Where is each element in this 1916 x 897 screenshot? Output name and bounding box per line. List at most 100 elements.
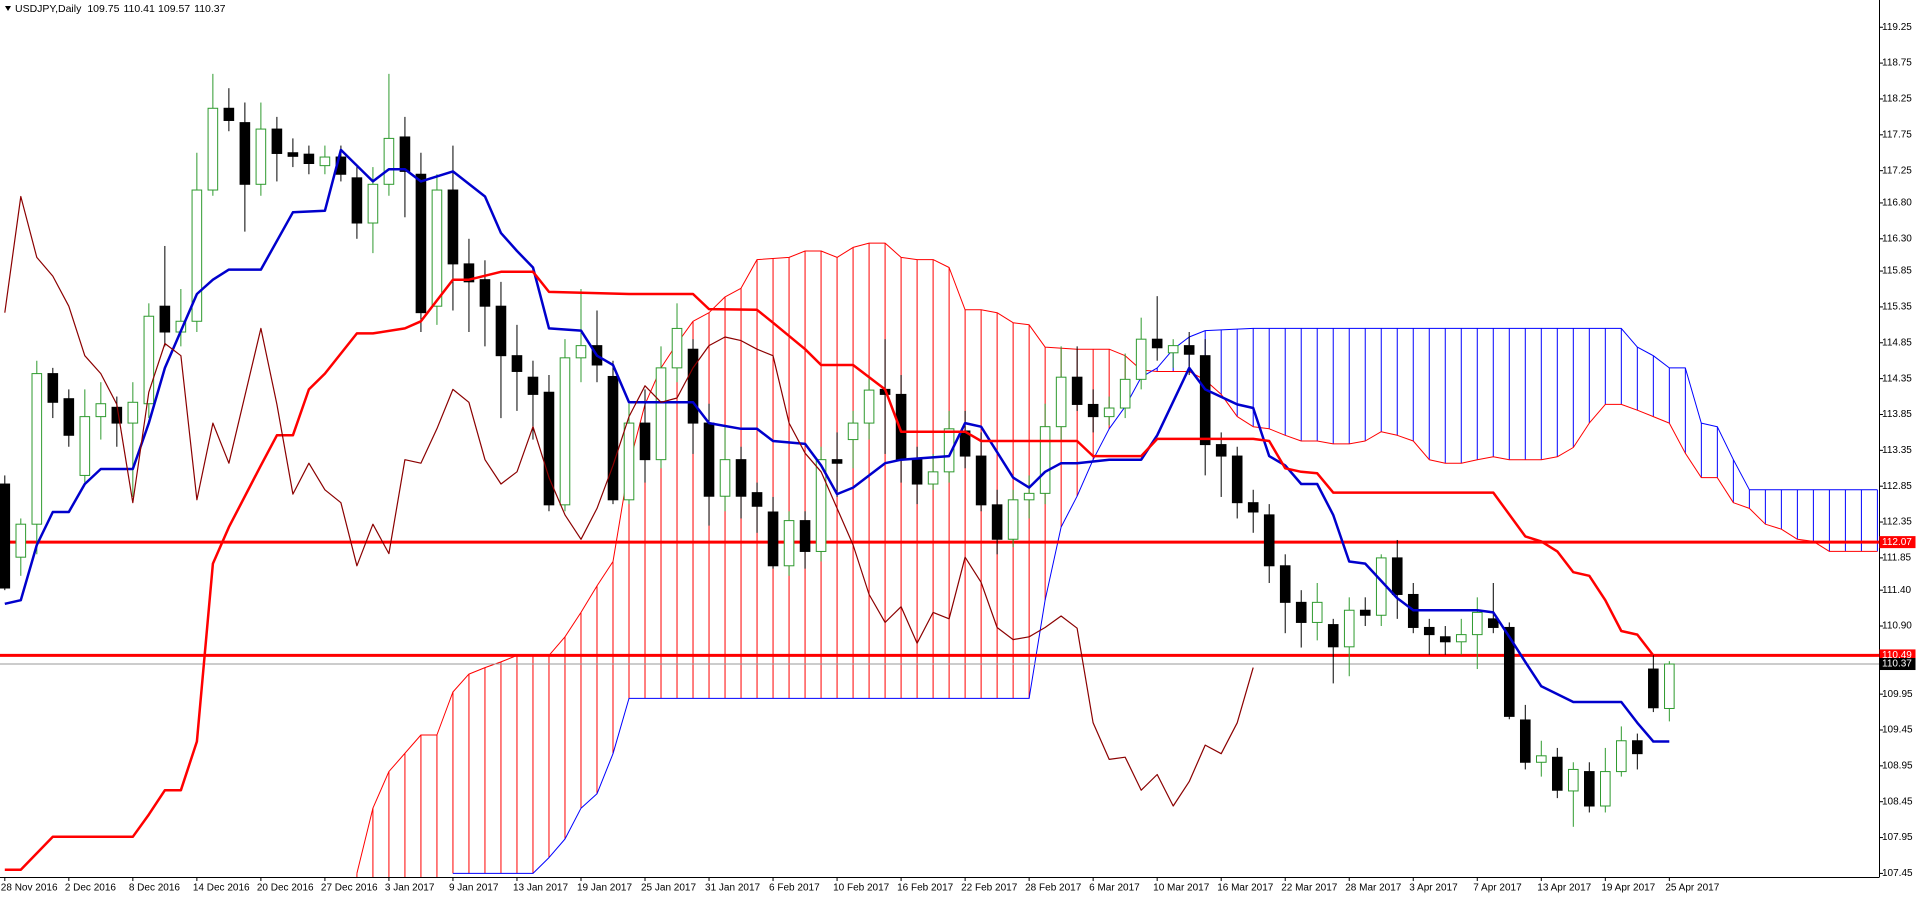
y-tick-label: 119.25 bbox=[1882, 22, 1912, 33]
candle-body bbox=[623, 422, 635, 501]
candle-body bbox=[1471, 611, 1483, 636]
indicator-line bbox=[4, 270, 1655, 872]
candle-body bbox=[191, 189, 203, 322]
x-tick-label: 9 Jan 2017 bbox=[449, 883, 499, 894]
y-tick-label: 109.95 bbox=[1882, 689, 1913, 700]
x-tick-label: 16 Mar 2017 bbox=[1217, 883, 1274, 894]
x-tick-label: 8 Dec 2016 bbox=[129, 883, 181, 894]
y-tick-label: 112.35 bbox=[1882, 517, 1912, 528]
x-tick-label: 22 Mar 2017 bbox=[1281, 883, 1338, 894]
candle-body bbox=[1391, 557, 1403, 595]
candle-body bbox=[991, 504, 1003, 540]
x-tick-label: 19 Apr 2017 bbox=[1601, 883, 1655, 894]
candle-body bbox=[607, 375, 619, 501]
candle-body bbox=[303, 153, 315, 164]
level-label: 110.49 bbox=[1882, 650, 1912, 661]
candle-body bbox=[1199, 355, 1211, 446]
candle-body bbox=[1039, 426, 1051, 494]
y-tick-label: 109.45 bbox=[1882, 725, 1913, 736]
candle-body bbox=[1263, 514, 1275, 567]
candle-body bbox=[1439, 636, 1451, 643]
candle-body bbox=[703, 422, 715, 497]
y-tick-label: 117.25 bbox=[1882, 165, 1912, 176]
candle-body bbox=[1231, 455, 1243, 504]
y-tick-label: 118.25 bbox=[1882, 94, 1912, 105]
x-tick-label: 7 Apr 2017 bbox=[1473, 883, 1522, 894]
candle-body bbox=[111, 406, 123, 424]
y-tick-label: 110.90 bbox=[1882, 621, 1912, 632]
x-tick-label: 22 Feb 2017 bbox=[961, 883, 1018, 894]
candle-body bbox=[1616, 740, 1627, 773]
candle-body bbox=[399, 136, 411, 172]
candle-body bbox=[1600, 771, 1611, 807]
candle-body bbox=[463, 263, 475, 283]
candle-body bbox=[223, 107, 235, 121]
candle-body bbox=[527, 376, 539, 395]
x-tick-label: 28 Nov 2016 bbox=[1, 883, 58, 894]
candle-body bbox=[1215, 444, 1227, 457]
candle-body bbox=[735, 459, 747, 497]
x-tick-label: 6 Mar 2017 bbox=[1089, 883, 1140, 894]
candle-body bbox=[1455, 634, 1467, 643]
candle-body bbox=[1375, 557, 1387, 616]
open-value: 109.75 bbox=[87, 3, 119, 15]
candle-body bbox=[815, 459, 827, 552]
candle-body bbox=[799, 520, 811, 552]
candle-body bbox=[975, 455, 987, 506]
candle-body bbox=[1023, 492, 1035, 501]
candle-body bbox=[1584, 771, 1595, 807]
x-tick-label: 16 Feb 2017 bbox=[897, 883, 954, 894]
candle-body bbox=[1359, 609, 1371, 616]
candle-body bbox=[127, 401, 139, 424]
low-value: 109.57 bbox=[158, 3, 190, 15]
x-tick-label: 28 Mar 2017 bbox=[1345, 883, 1402, 894]
candle-body bbox=[1183, 345, 1195, 355]
candle-body bbox=[351, 177, 363, 224]
candle-body bbox=[1119, 378, 1131, 409]
candle-body bbox=[575, 345, 587, 359]
x-tick-label: 3 Apr 2017 bbox=[1409, 883, 1458, 894]
x-tick-label: 10 Feb 2017 bbox=[833, 883, 890, 894]
x-tick-label: 13 Apr 2017 bbox=[1537, 883, 1591, 894]
candle-body bbox=[543, 391, 555, 506]
candle-body bbox=[511, 355, 523, 372]
menu-triangle bbox=[5, 6, 11, 11]
candle-body bbox=[1167, 345, 1179, 354]
candle-body bbox=[31, 373, 43, 525]
x-tick-label: 2 Dec 2016 bbox=[65, 883, 117, 894]
y-tick-label: 117.75 bbox=[1882, 129, 1912, 140]
candle-body bbox=[1503, 626, 1515, 717]
candle-body bbox=[47, 373, 59, 403]
plot-area bbox=[0, 73, 1879, 877]
candle-body bbox=[383, 137, 395, 185]
y-tick-label: 115.85 bbox=[1882, 266, 1912, 277]
candle-body bbox=[79, 416, 91, 476]
candle-body bbox=[847, 422, 859, 441]
candle-body bbox=[1487, 618, 1499, 628]
chart-header: USDJPY,Daily 109.75 110.41 109.57 110.37 bbox=[15, 3, 226, 15]
x-tick-label: 6 Feb 2017 bbox=[769, 883, 820, 894]
candle-body bbox=[1151, 338, 1163, 349]
candle-body bbox=[863, 389, 875, 424]
x-tick-label: 28 Feb 2017 bbox=[1025, 883, 1082, 894]
candle-body bbox=[239, 122, 251, 185]
x-tick-label: 25 Jan 2017 bbox=[641, 883, 696, 894]
candle-body bbox=[287, 152, 299, 157]
x-tick-label: 25 Apr 2017 bbox=[1665, 883, 1719, 894]
candle-body bbox=[1295, 601, 1307, 623]
y-tick-label: 108.45 bbox=[1882, 796, 1913, 807]
x-tick-label: 10 Mar 2017 bbox=[1153, 883, 1210, 894]
y-tick-label: 115.35 bbox=[1882, 302, 1912, 313]
candle-body bbox=[95, 403, 107, 418]
candle-body bbox=[1648, 668, 1659, 709]
close-value: 110.37 bbox=[194, 3, 225, 15]
candle-body bbox=[431, 189, 443, 307]
candle-body bbox=[1103, 407, 1115, 418]
candle-body bbox=[895, 393, 907, 461]
candle-body bbox=[1055, 376, 1067, 428]
y-tick-label: 107.45 bbox=[1882, 868, 1913, 879]
candle-body bbox=[1279, 565, 1291, 603]
candle-body bbox=[1247, 502, 1259, 513]
